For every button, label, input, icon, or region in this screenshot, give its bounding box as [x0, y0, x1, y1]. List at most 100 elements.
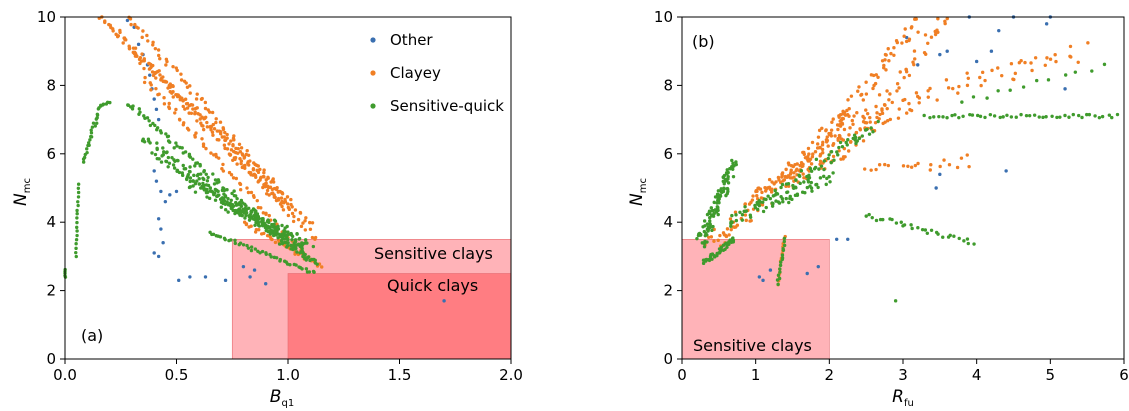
a-point-sensitive-quick [289, 231, 293, 236]
a-point-sensitive-quick [229, 198, 233, 203]
b-point-sensitive-quick [782, 236, 787, 241]
b-point-sensitive-quick [770, 201, 774, 205]
b-point-sensitive-quick [1100, 114, 1105, 119]
b-point-other [938, 52, 942, 57]
a-point-clayey [234, 176, 239, 181]
b-y-tick-label: 4 [663, 213, 673, 231]
b-point-clayey [886, 47, 890, 51]
b-point-sensitive-quick [734, 213, 738, 217]
b-point-other [835, 237, 839, 241]
a-point-clayey [244, 222, 249, 226]
a-point-sensitive-quick [174, 141, 178, 145]
b-point-clayey [807, 157, 812, 162]
b-point-sensitive-quick [734, 160, 738, 164]
b-point-clayey [841, 109, 845, 114]
b-point-sensitive-quick [1009, 115, 1014, 119]
a-point-other [248, 275, 252, 279]
a-point-clayey [293, 208, 298, 212]
a-point-sensitive-quick [208, 186, 213, 190]
a-point-sensitive-quick [293, 239, 298, 244]
a-point-sensitive-quick [166, 155, 171, 160]
b-point-clayey [861, 139, 866, 143]
a-point-clayey [210, 110, 215, 115]
a-point-sensitive-quick [245, 243, 249, 248]
b-point-clayey [936, 30, 940, 34]
b-point-clayey [816, 135, 821, 139]
b-point-clayey [798, 163, 802, 168]
a-point-sensitive-quick [191, 157, 195, 161]
a-point-clayey [282, 201, 286, 205]
b-point-sensitive-quick [725, 245, 729, 249]
a-point-clayey [154, 86, 158, 91]
a-point-clayey [246, 153, 251, 157]
a-point-sensitive-quick [303, 238, 308, 242]
a-point-clayey [249, 173, 253, 177]
a-point-clayey [193, 135, 197, 139]
a-point-sensitive-quick [213, 178, 218, 182]
a-point-clayey [254, 163, 259, 168]
b-point-sensitive-quick [972, 242, 976, 246]
b-point-sensitive-quick [716, 189, 721, 193]
b-point-sensitive-quick [734, 218, 739, 223]
a-point-clayey [187, 103, 192, 108]
b-point-clayey [794, 169, 798, 173]
b-point-sensitive-quick [730, 213, 734, 218]
b-point-sensitive-quick [923, 228, 928, 232]
b-point-sensitive-quick [715, 195, 719, 199]
b-point-sensitive-quick [1076, 113, 1081, 118]
b-point-sensitive-quick [832, 158, 836, 162]
b-point-other [757, 275, 762, 279]
a-point-sensitive-quick [290, 234, 295, 239]
b-point-sensitive-quick [710, 228, 714, 233]
a-point-sensitive-quick [151, 121, 155, 126]
a-point-sensitive-quick [297, 236, 302, 241]
b-point-clayey [901, 164, 906, 168]
b-point-sensitive-quick [909, 223, 913, 227]
b-point-sensitive-quick [844, 140, 848, 145]
b-point-sensitive-quick [698, 233, 703, 237]
b-point-clayey [864, 121, 869, 125]
a-point-other [156, 254, 161, 259]
b-point-sensitive-quick [822, 174, 826, 179]
panel-a: 0.0 0.5 1.0 1.5 2.0 0 2 4 6 8 10 Other Clayey Sensi… [11, 8, 523, 409]
b-point-sensitive-quick [726, 177, 730, 181]
b-point-clayey [760, 190, 764, 195]
a-point-other [174, 189, 179, 194]
a-point-clayey [111, 27, 115, 31]
a-point-sensitive-quick [298, 244, 303, 249]
a-point-sensitive-quick [74, 246, 78, 251]
b-point-clayey [922, 50, 927, 55]
a-point-clayey [179, 72, 183, 76]
b-point-sensitive-quick [871, 130, 875, 134]
a-point-sensitive-quick [188, 179, 192, 184]
a-point-clayey [162, 102, 167, 106]
b-point-clayey [1030, 68, 1034, 73]
a-point-other [264, 282, 268, 286]
a-point-sensitive-quick [272, 222, 276, 227]
b-point-clayey [947, 163, 952, 167]
b-point-clayey [913, 57, 917, 61]
b-point-clayey [855, 110, 859, 115]
b-point-sensitive-quick [702, 245, 707, 249]
a-point-clayey [221, 127, 226, 132]
a-point-clayey [149, 88, 153, 92]
b-point-sensitive-quick [761, 209, 766, 214]
b-point-other [1004, 169, 1008, 173]
b-point-clayey [916, 30, 920, 34]
a-point-sensitive-quick [81, 160, 86, 164]
b-point-sensitive-quick [828, 180, 832, 184]
a-regions [231, 239, 512, 360]
a-point-clayey [116, 34, 121, 38]
a-point-other [188, 275, 192, 279]
a-point-clayey [236, 146, 240, 151]
a-point-sensitive-quick [192, 173, 196, 178]
a-series-clayey [97, 15, 324, 269]
b-point-sensitive-quick [961, 114, 965, 118]
b-point-clayey [951, 86, 955, 91]
b-x-axis-label: Rfu [892, 387, 914, 409]
a-point-sensitive-quick [255, 212, 259, 216]
a-point-sensitive-quick [305, 241, 309, 245]
b-point-sensitive-quick [734, 162, 738, 167]
b-point-sensitive-quick [818, 176, 823, 180]
a-point-sensitive-quick [263, 222, 267, 226]
